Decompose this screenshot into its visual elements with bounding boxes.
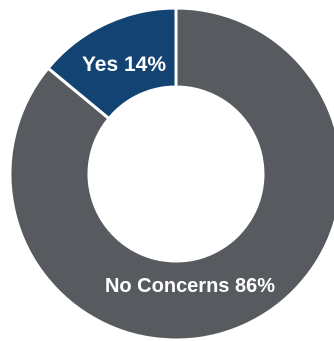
data-labels-layer: Yes 14% No Concerns 86% xyxy=(82,53,275,297)
slice-no-concerns xyxy=(8,6,334,341)
data-label-yes: Yes 14% xyxy=(82,53,166,76)
slices-layer xyxy=(8,6,334,341)
slice-yes xyxy=(45,6,178,121)
data-label-no-concerns: No Concerns 86% xyxy=(105,275,275,297)
